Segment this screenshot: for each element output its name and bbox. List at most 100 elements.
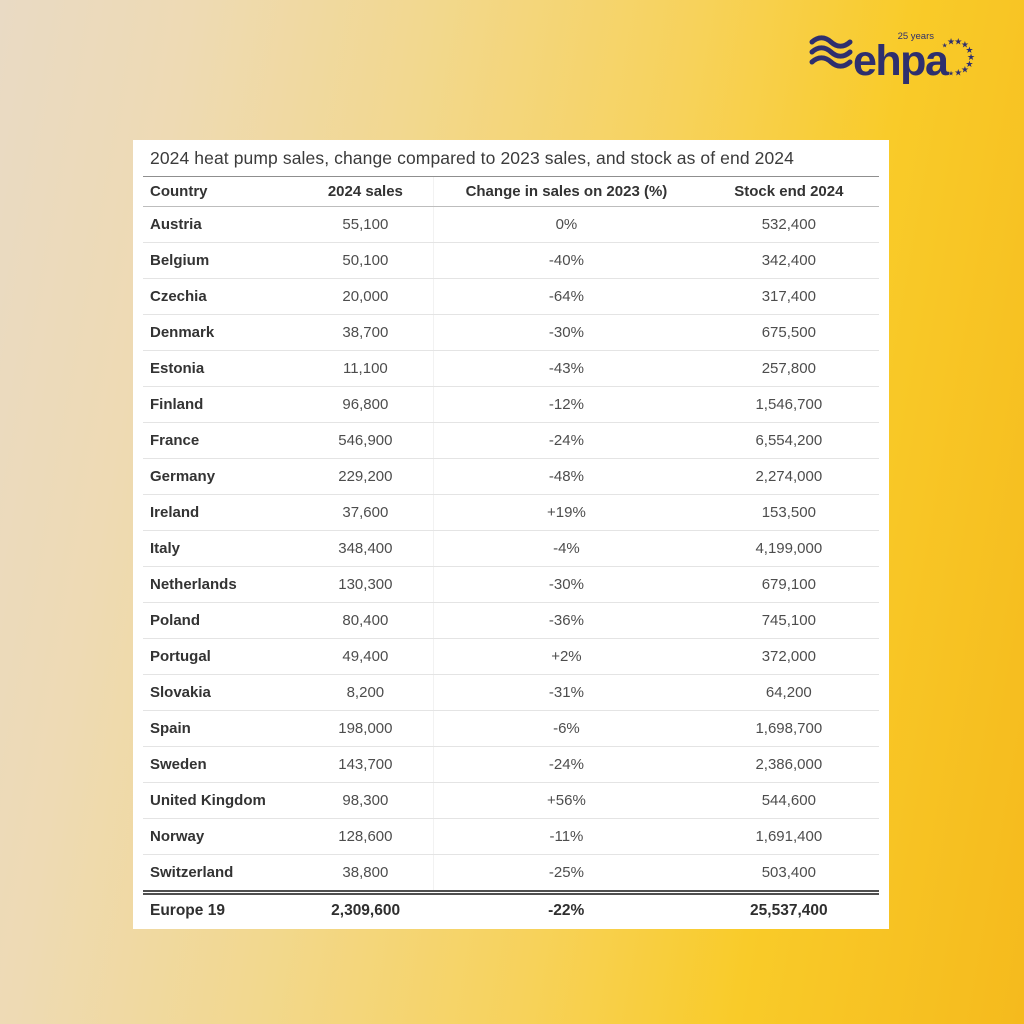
country-cell: Ireland xyxy=(143,494,298,531)
sales-table: Country 2024 sales Change in sales on 20… xyxy=(143,177,879,929)
svg-text:★: ★ xyxy=(961,65,969,75)
table-row: Finland 96,800 -12% 1,546,700 xyxy=(143,386,879,423)
ehpa-logo-graphic: ehpa 25 years ★ ★ ★ ★ ★ ★ ★ ★ ★ ★ xyxy=(809,31,975,85)
table-footer: Europe 19 2,309,600 -22% 25,537,400 xyxy=(143,890,879,929)
change-cell: 0% xyxy=(433,206,699,243)
header-change: Change in sales on 2023 (%) xyxy=(433,177,699,207)
change-cell: -25% xyxy=(433,854,699,893)
table-row: Portugal 49,400 +2% 372,000 xyxy=(143,638,879,675)
country-cell: Spain xyxy=(143,710,298,747)
table-body: Austria 55,100 0% 532,400 Belgium 50,100… xyxy=(143,206,879,893)
logo-tagline: 25 years xyxy=(898,31,935,42)
table-row: Poland 80,400 -36% 745,100 xyxy=(143,602,879,639)
table-row: United Kingdom 98,300 +56% 544,600 xyxy=(143,782,879,819)
country-cell: France xyxy=(143,422,298,459)
stock-cell: 257,800 xyxy=(698,350,879,387)
country-cell: Norway xyxy=(143,818,298,855)
stock-cell: 317,400 xyxy=(698,278,879,315)
country-cell: Austria xyxy=(143,206,298,243)
change-cell: -4% xyxy=(433,530,699,567)
total-sales: 2,309,600 xyxy=(297,890,434,929)
sales-cell: 20,000 xyxy=(297,278,435,315)
svg-text:★: ★ xyxy=(965,59,973,69)
country-cell: Switzerland xyxy=(143,854,298,893)
sales-cell: 546,900 xyxy=(297,422,435,459)
table-row: Austria 55,100 0% 532,400 xyxy=(143,206,879,243)
change-cell: -24% xyxy=(433,422,699,459)
sales-cell: 50,100 xyxy=(297,242,435,279)
change-cell: -12% xyxy=(433,386,699,423)
change-cell: -36% xyxy=(433,602,699,639)
country-cell: Belgium xyxy=(143,242,298,279)
stock-cell: 544,600 xyxy=(698,782,879,819)
table-row: Slovakia 8,200 -31% 64,200 xyxy=(143,674,879,711)
header-country: Country xyxy=(143,177,298,207)
sales-cell: 130,300 xyxy=(297,566,435,603)
sales-cell: 38,700 xyxy=(297,314,435,351)
change-cell: -40% xyxy=(433,242,699,279)
ehpa-wordmark: ehpa xyxy=(853,37,950,85)
table-row: Denmark 38,700 -30% 675,500 xyxy=(143,314,879,351)
svg-text:★: ★ xyxy=(942,43,948,50)
total-label: Europe 19 xyxy=(143,890,298,929)
country-cell: Germany xyxy=(143,458,298,495)
ehpa-logo: ehpa 25 years ★ ★ ★ ★ ★ ★ ★ ★ ★ ★ xyxy=(807,27,979,89)
header-2024-sales: 2024 sales xyxy=(297,177,435,207)
country-cell: Finland xyxy=(143,386,298,423)
table-row: France 546,900 -24% 6,554,200 xyxy=(143,422,879,459)
change-cell: -24% xyxy=(433,746,699,783)
svg-text:★: ★ xyxy=(965,45,973,55)
svg-text:★: ★ xyxy=(961,39,969,49)
sales-cell: 38,800 xyxy=(297,854,435,893)
svg-text:★: ★ xyxy=(954,68,962,78)
country-cell: Portugal xyxy=(143,638,298,675)
total-change: -22% xyxy=(433,890,699,929)
table-row: Switzerland 38,800 -25% 503,400 xyxy=(143,854,879,893)
table-row: Czechia 20,000 -64% 317,400 xyxy=(143,278,879,315)
stock-cell: 153,500 xyxy=(698,494,879,531)
total-stock: 25,537,400 xyxy=(698,890,879,929)
table-card: 2024 heat pump sales, change compared to… xyxy=(133,140,889,929)
sales-cell: 96,800 xyxy=(297,386,435,423)
svg-text:★: ★ xyxy=(948,71,954,78)
sales-cell: 11,100 xyxy=(297,350,435,387)
table-row: Estonia 11,100 -43% 257,800 xyxy=(143,350,879,387)
stock-cell: 675,500 xyxy=(698,314,879,351)
stock-cell: 2,386,000 xyxy=(698,746,879,783)
stock-cell: 4,199,000 xyxy=(698,530,879,567)
waves-icon xyxy=(809,35,853,69)
stock-cell: 532,400 xyxy=(698,206,879,243)
stock-cell: 503,400 xyxy=(698,854,879,893)
stock-cell: 1,691,400 xyxy=(698,818,879,855)
table-row: Sweden 143,700 -24% 2,386,000 xyxy=(143,746,879,783)
table-header: Country 2024 sales Change in sales on 20… xyxy=(143,177,879,207)
sales-cell: 143,700 xyxy=(297,746,435,783)
country-cell: Poland xyxy=(143,602,298,639)
change-cell: +19% xyxy=(433,494,699,531)
sales-cell: 55,100 xyxy=(297,206,435,243)
country-cell: Estonia xyxy=(143,350,298,387)
stock-cell: 372,000 xyxy=(698,638,879,675)
country-cell: Netherlands xyxy=(143,566,298,603)
stock-cell: 745,100 xyxy=(698,602,879,639)
header-stock: Stock end 2024 xyxy=(698,177,879,207)
sales-cell: 37,600 xyxy=(297,494,435,531)
total-row: Europe 19 2,309,600 -22% 25,537,400 xyxy=(143,890,879,929)
change-cell: -11% xyxy=(433,818,699,855)
svg-text:★: ★ xyxy=(947,37,955,47)
eu-stars-icon: ★ ★ ★ ★ ★ ★ ★ ★ ★ ★ xyxy=(942,36,975,77)
stock-cell: 1,698,700 xyxy=(698,710,879,747)
table-row: Italy 348,400 -4% 4,199,000 xyxy=(143,530,879,567)
table-title: 2024 heat pump sales, change compared to… xyxy=(143,140,879,177)
sales-cell: 198,000 xyxy=(297,710,435,747)
stock-cell: 2,274,000 xyxy=(698,458,879,495)
change-cell: -30% xyxy=(433,566,699,603)
stock-cell: 6,554,200 xyxy=(698,422,879,459)
country-cell: Czechia xyxy=(143,278,298,315)
sales-cell: 229,200 xyxy=(297,458,435,495)
country-cell: Slovakia xyxy=(143,674,298,711)
table-row: Ireland 37,600 +19% 153,500 xyxy=(143,494,879,531)
svg-text:★: ★ xyxy=(954,36,962,46)
sales-cell: 80,400 xyxy=(297,602,435,639)
